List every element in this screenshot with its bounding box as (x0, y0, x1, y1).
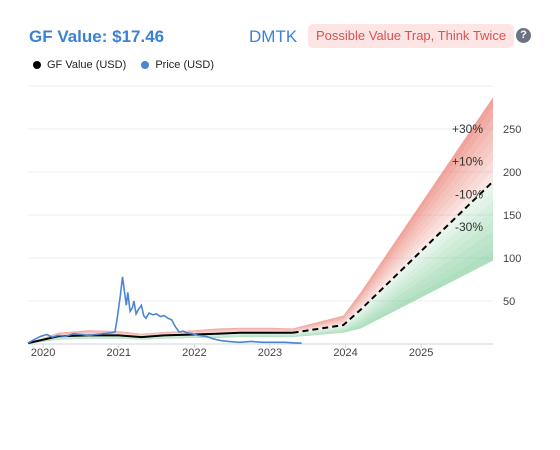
legend-item-price[interactable]: Price (USD) (141, 59, 214, 71)
legend-label-gf-value: GF Value (USD) (47, 59, 127, 71)
help-icon[interactable]: ? (516, 28, 531, 43)
y-tick-label: 200 (503, 167, 521, 179)
y-tick-label: 50 (503, 296, 515, 308)
y-tick-label: 100 (503, 253, 521, 265)
chart-header: GF Value: $17.46 DMTK Possible Value Tra… (0, 0, 560, 60)
x-tick-label: 2023 (258, 347, 282, 359)
chart-legend: GF Value (USD) Price (USD) (33, 59, 226, 72)
y-tick-label: 250 (503, 124, 521, 136)
legend-label-price: Price (USD) (155, 59, 214, 71)
band-label: +30% (452, 122, 483, 136)
x-tick-label: 2024 (333, 347, 357, 359)
gf-value-title: GF Value: $17.46 (29, 27, 165, 46)
ticker-symbol[interactable]: DMTK (249, 27, 298, 46)
band-label: -10% (455, 187, 483, 201)
gf-value-projection-line (292, 180, 494, 334)
band-label: -30% (455, 220, 483, 234)
x-tick-label: 2021 (106, 347, 130, 359)
y-tick-label: 150 (503, 210, 521, 222)
x-tick-label: 2022 (182, 347, 206, 359)
x-tick-label: 2020 (31, 347, 55, 359)
band-label: +10% (452, 155, 483, 169)
gf-value-line (27, 331, 293, 345)
x-tick-label: 2025 (409, 347, 433, 359)
price-legend-dot-icon (141, 61, 150, 69)
value-trap-badge: Possible Value Trap, Think Twice (308, 24, 515, 48)
gf-value-legend-dot-icon (33, 61, 41, 69)
price-line (27, 276, 302, 344)
legend-item-gf-value[interactable]: GF Value (USD) (33, 59, 126, 71)
